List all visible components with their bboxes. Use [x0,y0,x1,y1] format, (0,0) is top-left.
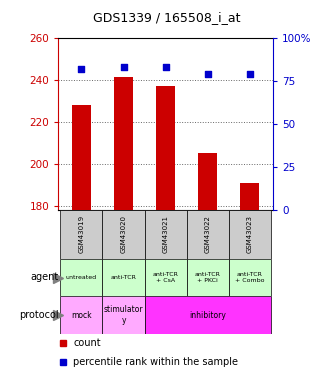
Bar [103,296,145,334]
Bar [145,259,187,296]
Text: inhibitory: inhibitory [189,310,226,320]
Bar [187,259,229,296]
Text: anti-TCR
+ CsA: anti-TCR + CsA [153,272,178,283]
Text: GSM43020: GSM43020 [121,215,127,254]
Point [79,66,84,72]
Bar [229,259,271,296]
Bar [114,78,133,210]
Text: count: count [73,338,101,348]
Point [205,71,210,77]
Bar [240,183,259,210]
Text: GDS1339 / 165508_i_at: GDS1339 / 165508_i_at [93,11,240,24]
Bar [103,210,145,259]
Bar [229,210,271,259]
Bar [198,153,217,210]
Text: mock: mock [71,310,92,320]
Bar [103,259,145,296]
Bar [145,210,187,259]
Text: untreated: untreated [66,275,97,280]
Text: GSM43023: GSM43023 [247,215,253,254]
Text: GSM43021: GSM43021 [163,215,169,254]
Bar [72,105,91,210]
Bar [156,86,175,210]
Bar [145,296,271,334]
Bar [60,210,103,259]
Point [247,71,252,77]
Text: GSM43022: GSM43022 [205,215,211,254]
Bar [60,259,103,296]
Text: percentile rank within the sample: percentile rank within the sample [73,357,238,367]
Text: protocol: protocol [20,310,59,320]
Text: GSM43019: GSM43019 [79,215,85,254]
Bar [187,210,229,259]
Text: stimulator
y: stimulator y [104,305,144,325]
Text: anti-TCR
+ PKCi: anti-TCR + PKCi [195,272,221,283]
Point [121,64,126,70]
Text: anti-TCR: anti-TCR [111,275,137,280]
Point [163,64,168,70]
Text: agent: agent [31,273,59,282]
Text: anti-TCR
+ Combo: anti-TCR + Combo [235,272,265,283]
Bar [60,296,103,334]
